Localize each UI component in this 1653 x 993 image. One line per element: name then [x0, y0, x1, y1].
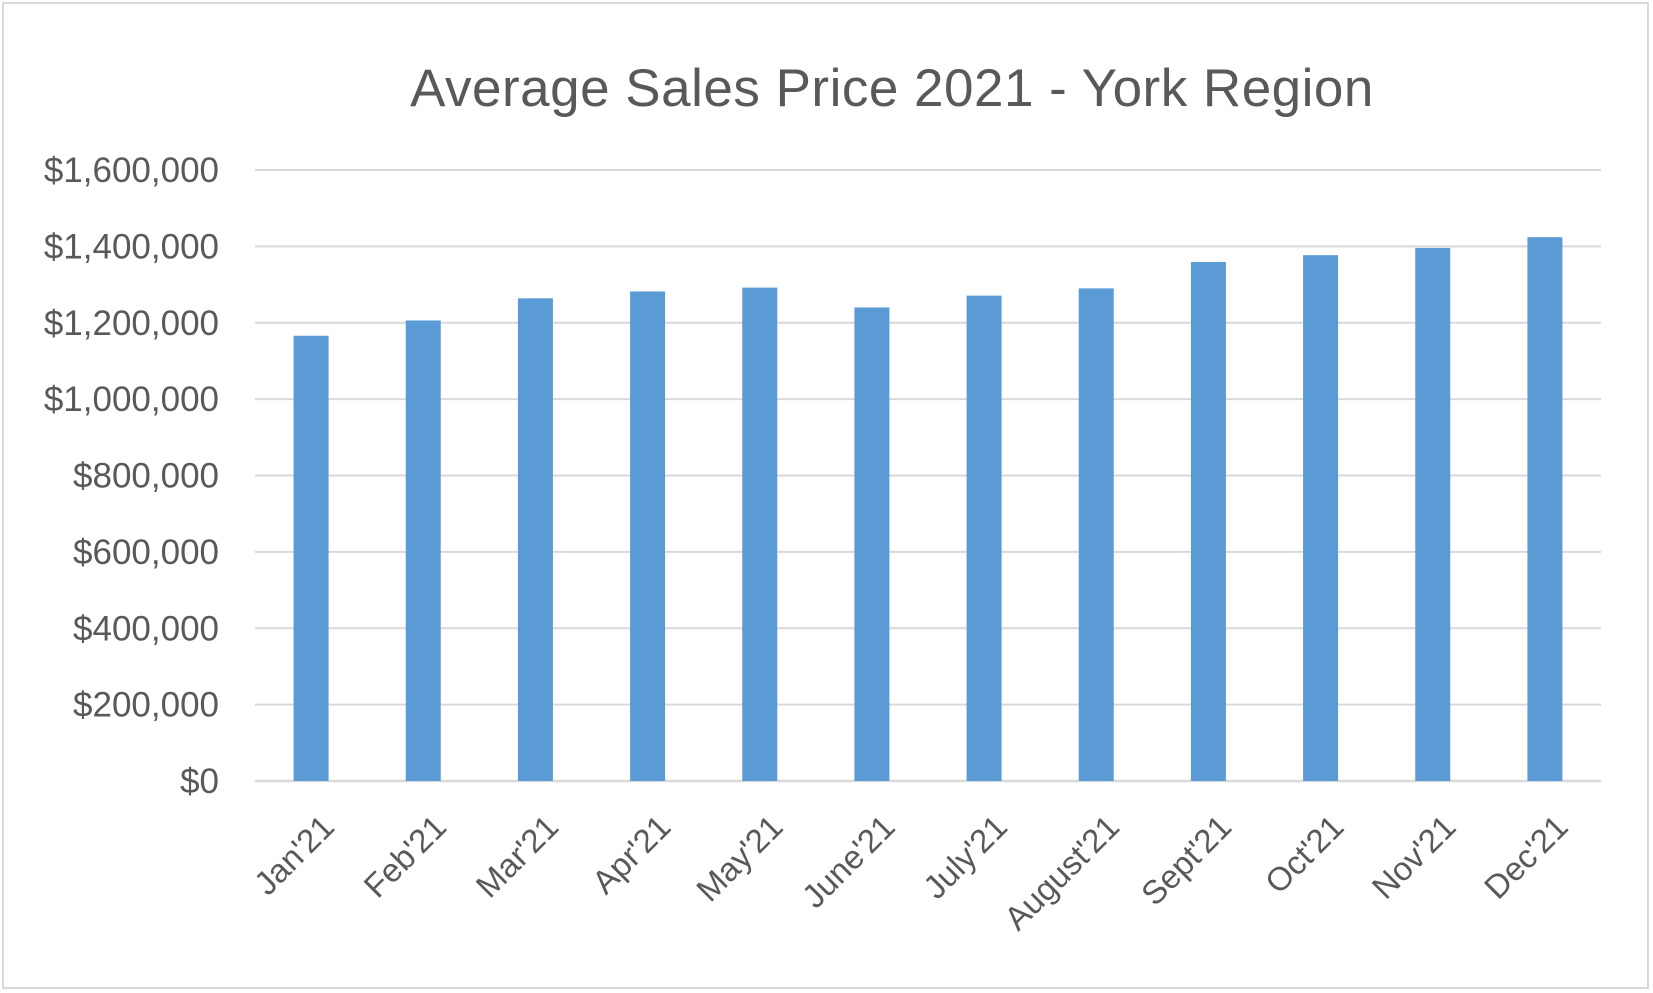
x-tick-label: Oct'21: [1258, 808, 1351, 901]
x-axis-tick-labels: Jan'21 Feb'21 Mar'21 Apr'21 May'21 June'21 Jul…: [247, 808, 1575, 937]
x-tick-label: June'21: [795, 808, 902, 915]
bar: [293, 335, 329, 781]
bars: [293, 237, 1563, 782]
x-tick-label: Feb'21: [356, 808, 453, 905]
x-tick-label: Jan'21: [247, 808, 341, 902]
bar: [1415, 247, 1451, 782]
y-tick-label: $1,200,000: [44, 304, 219, 343]
y-tick-label: $0: [180, 762, 219, 801]
chart-title: Average Sales Price 2021 - York Region: [410, 59, 1374, 118]
y-axis-tick-labels: $0 $200,000 $400,000 $600,000 $800,000 $1,000…: [44, 151, 219, 801]
y-tick-label: $600,000: [73, 533, 219, 572]
x-tick-label: Mar'21: [469, 808, 566, 905]
bar: [630, 291, 666, 781]
bar: [1078, 288, 1114, 781]
y-tick-label: $1,000,000: [44, 380, 219, 419]
x-tick-label: Dec'21: [1477, 808, 1575, 906]
bar: [517, 298, 553, 781]
bar: [742, 287, 778, 781]
y-tick-label: $800,000: [73, 457, 219, 496]
gridlines: [255, 169, 1601, 783]
bar: [966, 295, 1002, 781]
bar: [405, 320, 441, 781]
bar: [854, 307, 890, 781]
x-tick-label: May'21: [689, 808, 790, 909]
x-tick-label: August'21: [997, 808, 1126, 937]
bar: [1303, 255, 1339, 781]
x-tick-label: July'21: [916, 808, 1014, 906]
y-tick-label: $200,000: [73, 686, 219, 725]
y-tick-label: $400,000: [73, 609, 219, 648]
bar: [1190, 262, 1226, 781]
x-tick-label: Apr'21: [585, 808, 678, 901]
y-tick-label: $1,400,000: [44, 227, 219, 266]
y-tick-label: $1,600,000: [44, 151, 219, 190]
bar: [1527, 237, 1563, 781]
x-tick-label: Sept'21: [1134, 808, 1239, 913]
x-tick-label: Nov'21: [1365, 808, 1463, 906]
